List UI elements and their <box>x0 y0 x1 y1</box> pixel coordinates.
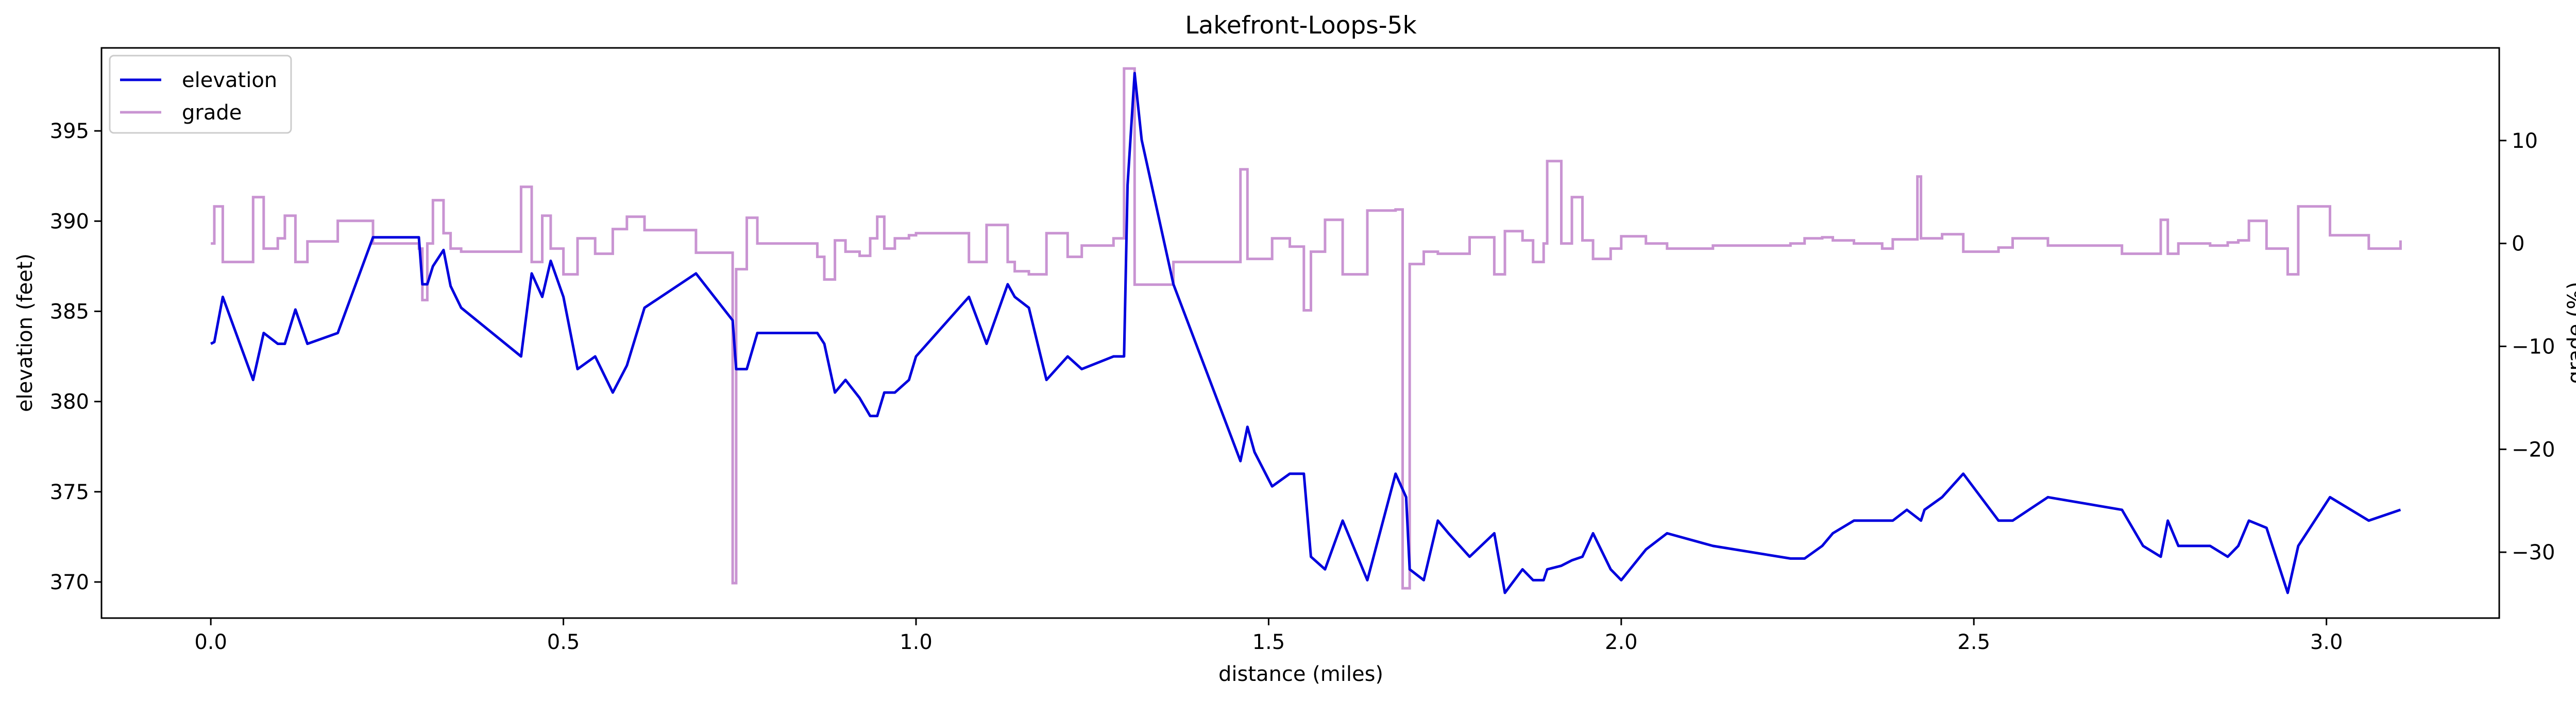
x-axis-ticks: 0.0 0.5 1.0 1.5 2.0 2.5 3.0 <box>194 618 2343 654</box>
y2-tick-label: 0 <box>2512 232 2524 256</box>
y-axis-label: elevation (feet) <box>13 253 37 412</box>
y2-tick-label: −30 <box>2512 541 2555 565</box>
y-axis-ticks: 370 375 380 385 390 395 <box>50 119 101 594</box>
x-tick-label: 1.0 <box>900 630 933 654</box>
x-tick-label: 1.5 <box>1252 630 1285 654</box>
y2-axis-ticks: −30 −20 −10 0 10 <box>2499 129 2555 565</box>
y-tick-label: 385 <box>50 300 89 323</box>
series-line-grade <box>211 67 2402 590</box>
y-tick-label: 395 <box>50 119 89 143</box>
y2-tick-label: −20 <box>2512 438 2555 461</box>
y-tick-label: 380 <box>50 390 89 414</box>
x-tick-label: 2.0 <box>1605 630 1638 654</box>
y-tick-label: 375 <box>50 481 89 504</box>
plot-lines <box>210 67 2402 594</box>
legend: elevation grade <box>109 55 292 134</box>
y-tick-label: 370 <box>50 571 89 594</box>
y2-tick-label: −10 <box>2512 335 2555 358</box>
x-tick-label: 3.0 <box>2310 630 2343 654</box>
x-tick-label: 0.5 <box>547 630 580 654</box>
series-line-elevation <box>210 72 2401 594</box>
legend-label-grade: grade <box>182 101 242 125</box>
x-tick-label: 0.0 <box>194 630 227 654</box>
x-axis-label: distance (miles) <box>1218 662 1383 686</box>
y2-tick-label: 10 <box>2512 129 2538 153</box>
legend-label-elevation: elevation <box>182 69 277 92</box>
x-tick-label: 2.5 <box>1957 630 1990 654</box>
y2-axis-label: grade (%) <box>2564 282 2576 384</box>
chart-title: Lakefront-Loops-5k <box>1185 11 1417 40</box>
plot-frame <box>100 47 2500 619</box>
y-tick-label: 390 <box>50 210 89 233</box>
